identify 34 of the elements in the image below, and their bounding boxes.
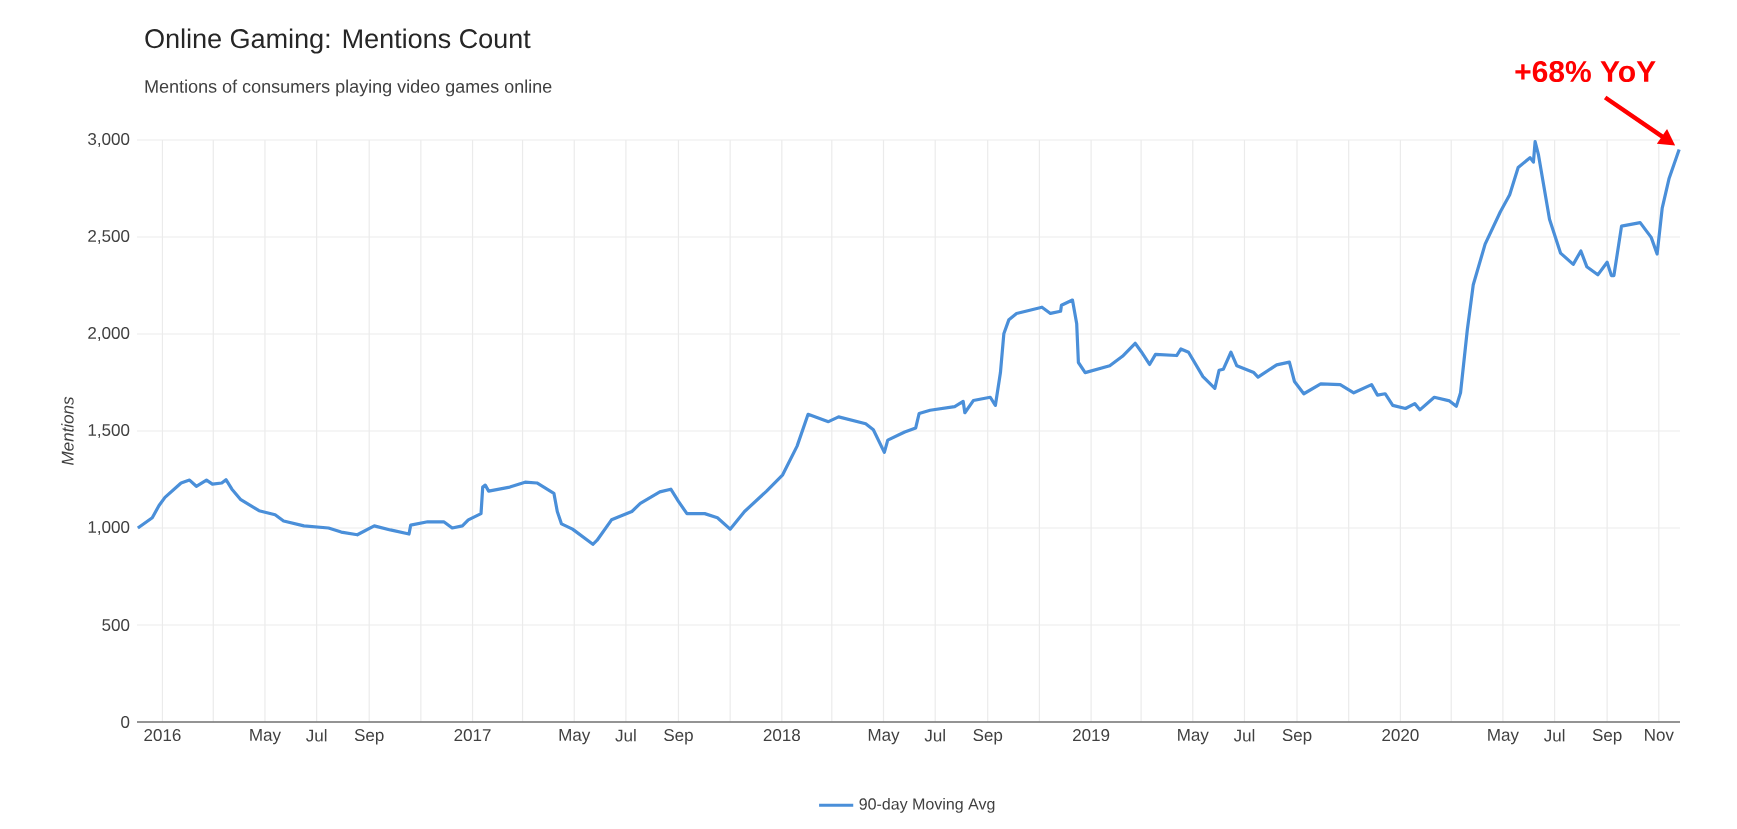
chart-title: Online Gaming: Mentions Count [145, 28, 531, 54]
y-tick-label: 0 [121, 715, 130, 728]
legend-label: 90-day Moving Avg [859, 797, 995, 813]
y-tick-label: 1,500 [88, 423, 130, 438]
x-tick-label: Jul [924, 729, 945, 742]
chart-subtitle: Mentions of consumers playing video games online [145, 79, 552, 97]
x-tick-label: Sep [1592, 729, 1622, 745]
x-tick-label: Jul [1233, 729, 1255, 742]
x-tick-label: 2016 [144, 729, 181, 742]
x-tick-label: 2019 [1073, 729, 1110, 742]
x-tick-label: May [559, 729, 591, 745]
y-axis-title: Mentions [61, 396, 74, 465]
x-tick-label: Sep [1282, 729, 1312, 745]
x-tick-label: 2018 [763, 729, 800, 742]
x-tick-label: May [868, 729, 900, 745]
y-tick-label: 3,000 [88, 132, 130, 148]
x-tick-label: Jul [615, 729, 636, 742]
x-tick-label: Nov [1645, 729, 1674, 741]
x-tick-label: Sep [973, 729, 1003, 745]
x-tick-label: 2020 [1382, 729, 1419, 742]
line-series [136, 139, 1681, 546]
x-tick-label: May [1178, 729, 1209, 745]
y-tick-label: 2,000 [88, 326, 130, 342]
y-tick-label: 1,000 [88, 520, 130, 535]
y-tick-label: 2,500 [88, 229, 130, 245]
x-tick-label: Jul [306, 729, 327, 742]
x-tick-label: Sep [664, 729, 693, 745]
x-tick-label: Sep [354, 729, 384, 745]
annotation: +68% YoY [1515, 60, 1656, 83]
x-tick-label: May [1488, 729, 1519, 745]
x-tick-label: 2017 [454, 729, 491, 742]
x-tick-label: May [250, 729, 281, 745]
y-tick-label: 500 [102, 618, 130, 631]
x-tick-label: Jul [1543, 729, 1565, 742]
